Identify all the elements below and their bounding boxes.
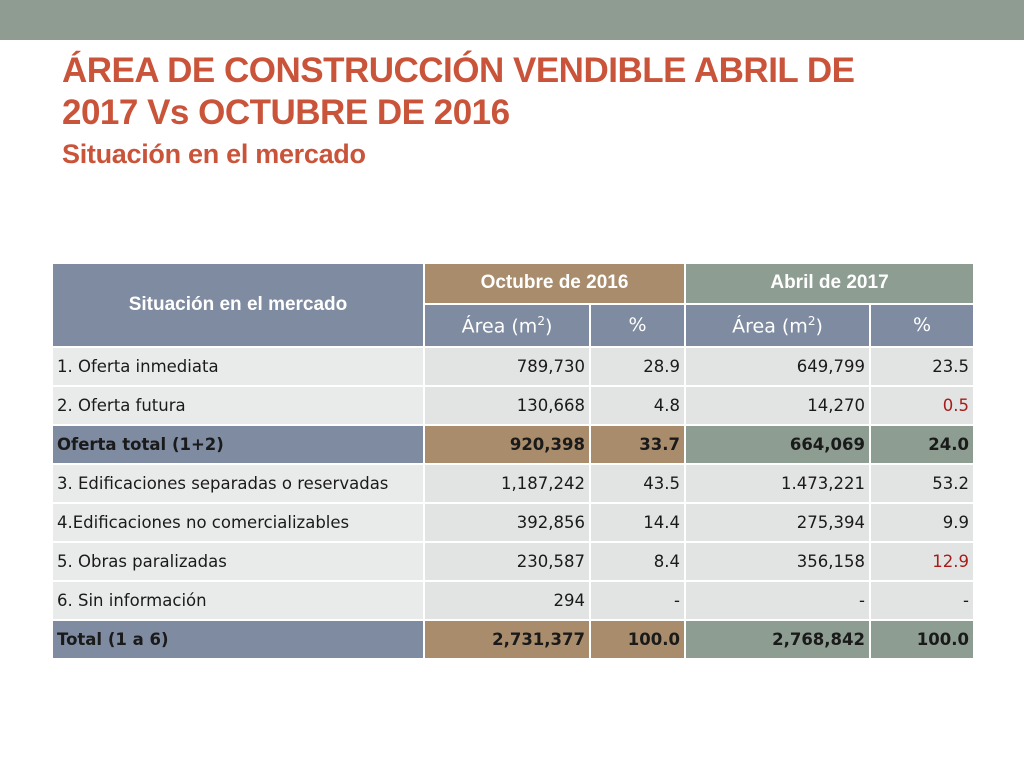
oct-pct-cell: 100.0: [589, 619, 686, 660]
abr-area-cell: 356,158: [684, 541, 871, 582]
slide-subtitle: Situación en el mercado: [62, 139, 366, 169]
row-label: 6. Sin información: [51, 580, 425, 621]
oct-pct-cell: 8.4: [589, 541, 686, 582]
row-label: Oferta total (1+2): [51, 424, 425, 465]
oct-area-cell: 392,856: [423, 502, 591, 543]
subheader-row: Área (m2) % Área (m2) %: [52, 302, 975, 349]
oct-pct-cell: 4.8: [589, 385, 686, 426]
oct-area-cell: 2,731,377: [423, 619, 591, 660]
abr-pct-cell: 24.0: [869, 424, 975, 465]
title-block: ÁREA DE CONSTRUCCIÓN VENDIBLE ABRIL DE 2…: [62, 50, 992, 170]
abr-pct-cell: 12.9: [869, 541, 975, 582]
oct-area-cell: 1,187,242: [423, 463, 591, 504]
abr-pct-cell: 100.0: [869, 619, 975, 660]
row-label: 3. Edificaciones separadas o reservadas: [51, 463, 425, 504]
abr-pct-cell: 0.5: [869, 385, 975, 426]
row-label: Total (1 a 6): [51, 619, 425, 660]
abr-area-cell: -: [684, 580, 871, 621]
abr-pct-cell: -: [869, 580, 975, 621]
oct-pct-cell: -: [589, 580, 686, 621]
subheader-oct-area: Área (m2): [423, 302, 591, 349]
abr-pct-cell: 9.9: [869, 502, 975, 543]
abr-area-cell: 275,394: [684, 502, 871, 543]
oct-pct-cell: 28.9: [589, 346, 686, 387]
subheader-abr-pct: %: [869, 302, 975, 349]
oct-area-cell: 294: [423, 580, 591, 621]
table-row: 5. Obras paralizadas 230,587 8.4 356,158…: [51, 541, 975, 582]
market-situation-table: Situación en el mercado Octubre de 2016 …: [51, 262, 975, 660]
header-octubre: Octubre de 2016: [423, 262, 686, 305]
subheader-abr-area: Área (m2): [684, 302, 871, 349]
row-label: 5. Obras paralizadas: [51, 541, 425, 582]
table-row: 4.Edificaciones no comercializables 392,…: [51, 502, 975, 543]
table-row: 2. Oferta futura 130,668 4.8 14,270 0.5: [51, 385, 975, 426]
oct-pct-cell: 33.7: [589, 424, 686, 465]
oct-area-cell: 789,730: [423, 346, 591, 387]
abr-area-cell: 2,768,842: [684, 619, 871, 660]
subtotal-row: Oferta total (1+2) 920,398 33.7 664,069 …: [51, 424, 975, 465]
row-label: 4.Edificaciones no comercializables: [51, 502, 425, 543]
abr-area-cell: 664,069: [684, 424, 871, 465]
header-abril: Abril de 2017: [684, 262, 975, 305]
oct-pct-cell: 43.5: [589, 463, 686, 504]
top-band: [0, 0, 1024, 40]
table-row: 3. Edificaciones separadas o reservadas …: [51, 463, 975, 504]
abr-area-cell: 1.473,221: [684, 463, 871, 504]
table-row: 1. Oferta inmediata 789,730 28.9 649,799…: [51, 346, 975, 387]
slide-title-line-2: 2017 Vs OCTUBRE DE 2016: [62, 93, 510, 132]
table-row: 6. Sin información 294 - - -: [51, 580, 975, 621]
row-label: 2. Oferta futura: [51, 385, 425, 426]
oct-area-cell: 230,587: [423, 541, 591, 582]
abr-area-cell: 649,799: [684, 346, 871, 387]
abr-pct-cell: 23.5: [869, 346, 975, 387]
abr-area-cell: 14,270: [684, 385, 871, 426]
oct-area-cell: 920,398: [423, 424, 591, 465]
oct-pct-cell: 14.4: [589, 502, 686, 543]
subheader-oct-pct: %: [589, 302, 686, 349]
slide-title-line-1: ÁREA DE CONSTRUCCIÓN VENDIBLE ABRIL DE: [62, 51, 855, 90]
header-row: Situación en el mercado Octubre de 2016 …: [51, 262, 975, 348]
abr-pct-cell: 53.2: [869, 463, 975, 504]
total-row: Total (1 a 6) 2,731,377 100.0 2,768,842 …: [51, 619, 975, 660]
oct-area-cell: 130,668: [423, 385, 591, 426]
header-situacion: Situación en el mercado: [51, 262, 425, 348]
row-label: 1. Oferta inmediata: [51, 346, 425, 387]
